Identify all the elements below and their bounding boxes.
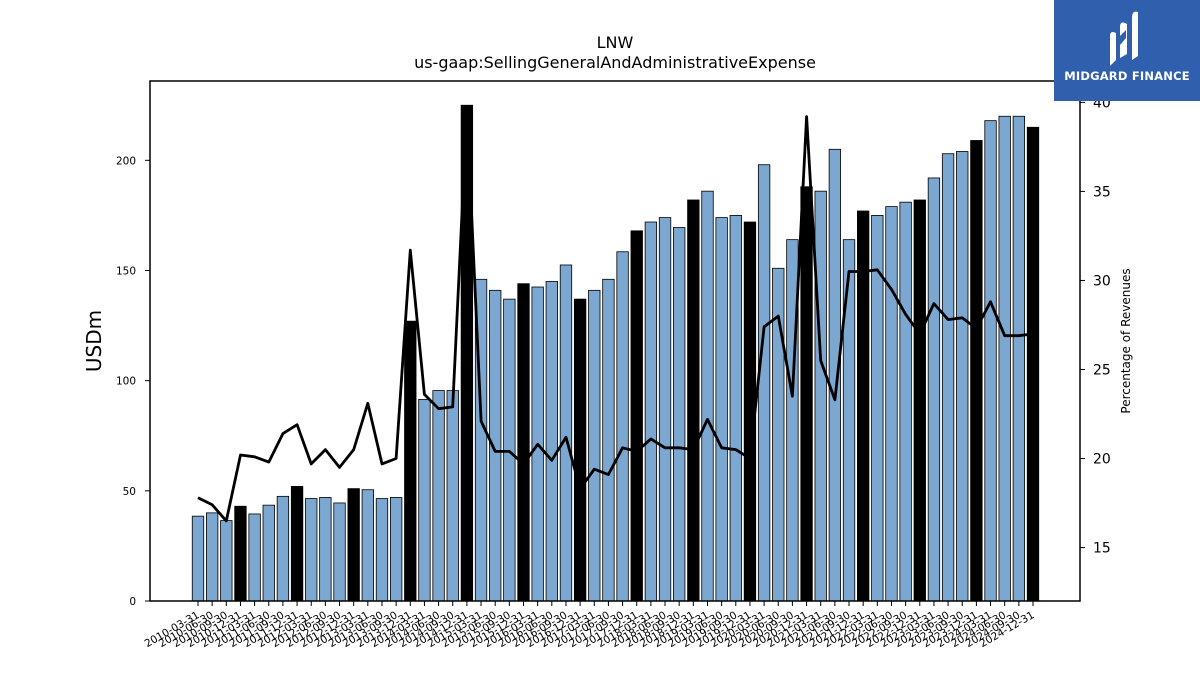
bar [630,230,643,602]
y2-tick-label: 35 [1093,184,1111,200]
bar [984,120,997,602]
bar [814,190,827,602]
bar [842,239,856,602]
bar [956,151,969,602]
y2-tick-label: 25 [1093,362,1111,378]
bar [559,264,573,602]
bar [404,320,417,602]
bar [220,520,233,602]
y-tick-label: 50 [123,486,136,498]
bar [588,289,601,602]
bar [418,398,431,602]
bar [998,115,1011,602]
bar [191,515,205,602]
chart-title: LNW [597,33,634,52]
axes-group: 0501001502001520253035402010-03-312010-0… [116,95,1111,650]
bar [446,390,459,602]
bar [432,390,445,602]
y2-axis-label: Percentage of Revenues [1119,268,1133,413]
brand-name: MIDGARD FINANCE [1064,69,1190,83]
plot-frame [149,80,1081,602]
bar [305,498,318,602]
bar [333,502,346,602]
bar [913,199,926,602]
bar [970,140,983,602]
bar [800,186,813,602]
bar [234,505,247,602]
bar [361,489,374,602]
bar [857,210,870,602]
bar [715,217,728,602]
logo-mark-icon [1110,11,1138,66]
brand-logo: MIDGARD FINANCE [1054,0,1200,101]
bar [347,488,360,602]
bar [899,201,912,602]
bar [885,206,898,602]
bar [729,215,742,602]
bar [319,497,332,602]
bar [757,164,771,602]
bar [1012,115,1025,602]
bar [248,513,261,602]
bar [701,190,714,602]
bar [644,221,658,602]
bar [290,486,304,602]
bar [927,177,941,602]
bar [1026,126,1040,602]
bar [673,227,686,602]
bar [573,298,587,602]
line-group [197,109,1034,523]
bar [658,217,672,602]
chart-subtitle: us-gaap:SellingGeneralAndAdministrativeE… [414,53,816,72]
bar [941,153,955,602]
y-tick-label: 100 [116,376,136,388]
bar [389,497,403,602]
bar [545,281,558,602]
y-tick-label: 200 [116,155,136,167]
series-line [197,109,1034,523]
bar [206,512,219,602]
bar [616,251,629,602]
y2-tick-label: 20 [1093,452,1111,468]
bars-group [191,104,1040,602]
y2-tick-label: 15 [1093,541,1111,557]
y-tick-label: 0 [129,596,136,608]
bar [375,498,389,602]
y-tick-label: 150 [116,265,136,277]
y2-tick-label: 30 [1093,273,1111,289]
bar [602,278,615,602]
bar [262,504,275,602]
bar [687,199,700,602]
y-axis-label: USDm [82,310,106,372]
bar [276,495,290,602]
bar [517,283,530,602]
